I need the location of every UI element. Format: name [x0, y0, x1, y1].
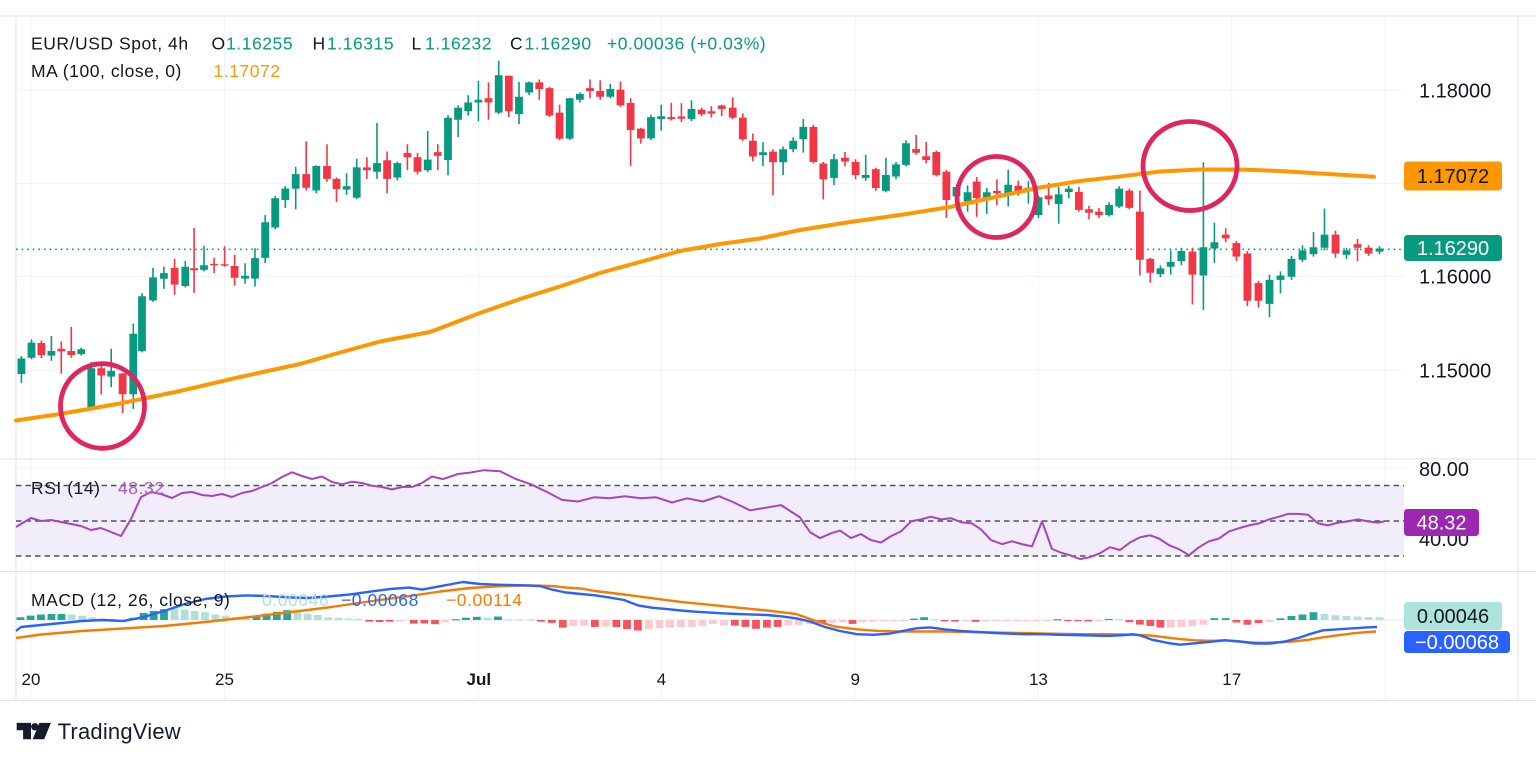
svg-text:13: 13 [1029, 670, 1048, 689]
svg-text:MACD (12, 26, close, 9): MACD (12, 26, close, 9) [31, 590, 230, 610]
svg-text:1.16315: 1.16315 [327, 34, 394, 54]
svg-text:9: 9 [850, 670, 859, 689]
svg-text:0.00046: 0.00046 [1417, 606, 1489, 628]
svg-text:0.00046: 0.00046 [262, 590, 329, 610]
svg-text:1.16232: 1.16232 [425, 34, 492, 54]
svg-text:H: H [313, 34, 326, 54]
svg-text:L: L [412, 34, 422, 54]
svg-text:20: 20 [22, 670, 41, 689]
svg-text:17: 17 [1222, 670, 1241, 689]
svg-text:−0.00068: −0.00068 [1415, 632, 1499, 654]
svg-text:48.32: 48.32 [1416, 513, 1466, 535]
svg-text:−0.00114: −0.00114 [446, 590, 523, 610]
svg-text:O: O [212, 34, 226, 54]
svg-text:Jul: Jul [467, 670, 492, 689]
svg-text:4: 4 [657, 670, 666, 689]
svg-text:25: 25 [215, 670, 234, 689]
svg-text:48.32: 48.32 [118, 478, 165, 498]
svg-text:RSI (14): RSI (14) [31, 478, 101, 498]
svg-text:1.16290: 1.16290 [1417, 238, 1489, 260]
svg-text:MA (100, close, 0): MA (100, close, 0) [31, 61, 182, 81]
svg-text:+0.00036 (+0.03%): +0.00036 (+0.03%) [607, 34, 766, 54]
svg-text:1.15000: 1.15000 [1419, 361, 1491, 383]
svg-text:−0.00068: −0.00068 [341, 590, 419, 610]
svg-text:EUR/USD Spot, 4h: EUR/USD Spot, 4h [31, 34, 189, 54]
svg-text:1.17072: 1.17072 [1417, 166, 1489, 188]
svg-text:80.00: 80.00 [1419, 459, 1469, 481]
svg-text:C: C [510, 34, 523, 54]
svg-text:1.16290: 1.16290 [525, 34, 592, 54]
svg-text:1.16000: 1.16000 [1419, 267, 1491, 289]
svg-text:TradingView: TradingView [58, 719, 181, 744]
svg-text:1.16255: 1.16255 [226, 34, 293, 54]
svg-text:1.17072: 1.17072 [214, 61, 281, 81]
svg-text:1.18000: 1.18000 [1419, 81, 1491, 103]
